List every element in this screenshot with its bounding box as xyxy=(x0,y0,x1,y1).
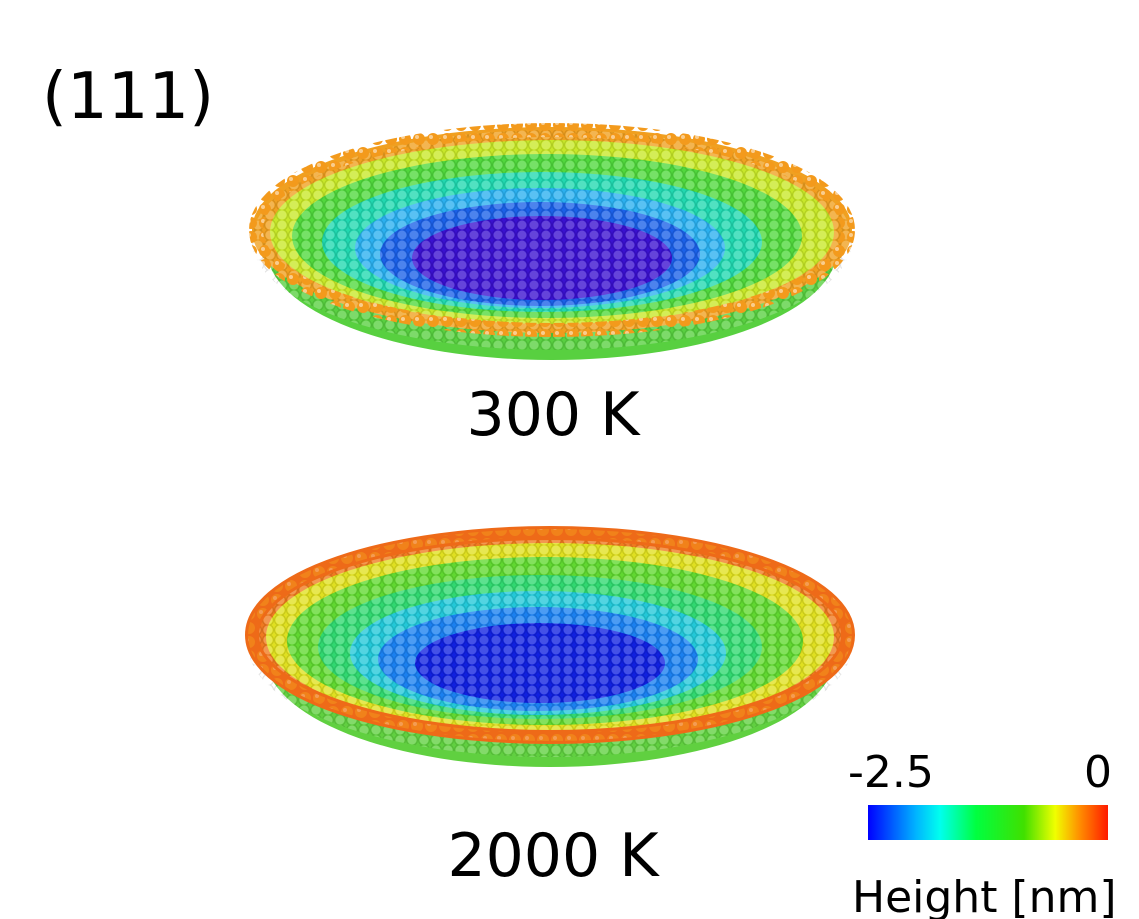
panel-caption: 300 K xyxy=(467,380,642,450)
colorbar xyxy=(868,805,1108,840)
crater-render xyxy=(245,526,855,767)
panel-caption: 2000 K xyxy=(447,821,660,891)
colorbar-min-label: -2.5 xyxy=(848,747,934,798)
colorbar-max-label: 0 xyxy=(1084,747,1112,798)
crater-render xyxy=(249,123,855,360)
colorbar-title: Height [nm] xyxy=(852,872,1117,919)
panel-label: (111) xyxy=(42,60,214,134)
